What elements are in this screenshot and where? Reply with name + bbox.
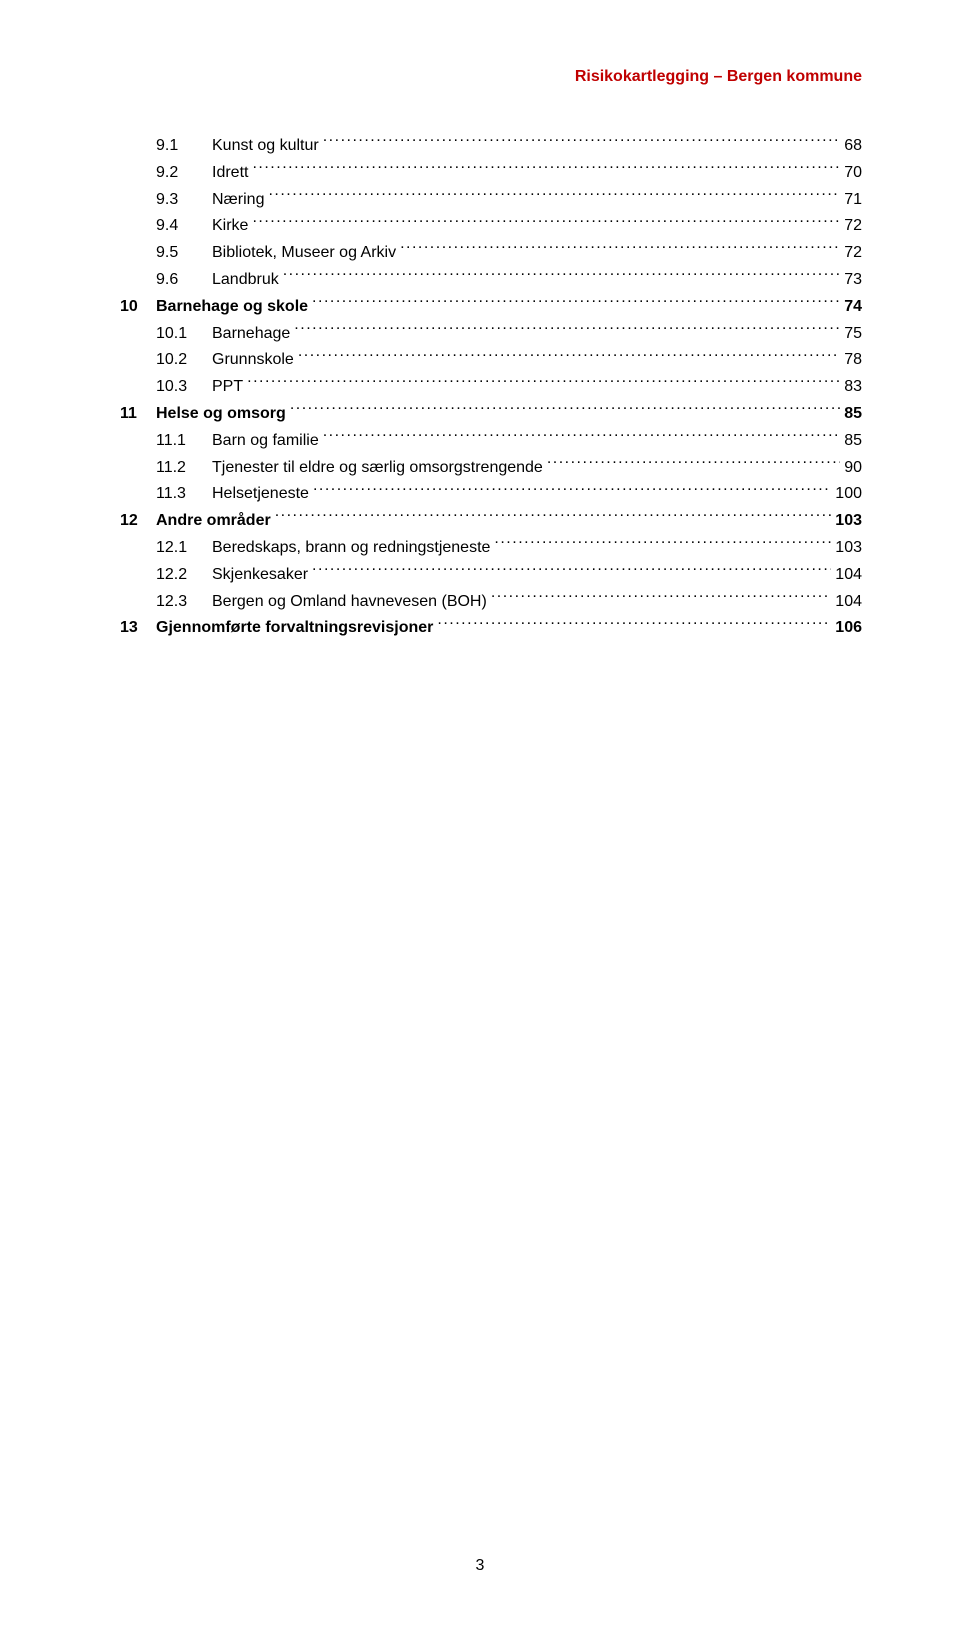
page-container: Risikokartlegging – Bergen kommune 9.1Ku… <box>0 0 960 1645</box>
toc-leader-dots <box>290 402 840 418</box>
toc-page-number: 104 <box>835 563 862 588</box>
toc-leader-dots <box>247 375 840 391</box>
toc-row: 9.4Kirke 72 <box>120 214 862 239</box>
toc-entry-title: Barn og familie <box>212 429 319 454</box>
toc-leader-dots <box>437 616 831 632</box>
toc-row: 13Gjennomførte forvaltningsrevisjoner 106 <box>120 616 862 641</box>
toc-row: 12.3Bergen og Omland havnevesen (BOH) 104 <box>120 590 862 615</box>
toc-entry-title: Idrett <box>212 161 248 186</box>
toc-section-number: 9.1 <box>156 134 212 159</box>
toc-row: 11.2Tjenester til eldre og særlig omsorg… <box>120 456 862 481</box>
toc-leader-dots <box>252 161 840 177</box>
toc-section-number: 12.1 <box>156 536 212 561</box>
toc-row: 10Barnehage og skole 74 <box>120 295 862 320</box>
toc-row: 10.1Barnehage 75 <box>120 322 862 347</box>
toc-row: 9.3Næring 71 <box>120 188 862 213</box>
toc-section-number: 10.1 <box>156 322 212 347</box>
toc-row: 9.5Bibliotek, Museer og Arkiv 72 <box>120 241 862 266</box>
toc-leader-dots <box>547 456 840 472</box>
toc-section-number: 12.3 <box>156 590 212 615</box>
toc-leader-dots <box>312 295 840 311</box>
toc-section-number: 9.2 <box>156 161 212 186</box>
toc-leader-dots <box>323 429 840 445</box>
toc-leader-dots <box>275 509 832 525</box>
toc-entry-title: PPT <box>212 375 243 400</box>
toc-page-number: 70 <box>844 161 862 186</box>
toc-entry-title: Helse og omsorg <box>156 402 286 427</box>
toc-page-number: 103 <box>835 536 862 561</box>
toc-section-number: 11.2 <box>156 456 212 481</box>
toc-chapter-number: 12 <box>120 509 156 534</box>
toc-entry-title: Landbruk <box>212 268 279 293</box>
toc-leader-dots <box>252 214 840 230</box>
toc-chapter-number: 13 <box>120 616 156 641</box>
toc-leader-dots <box>312 563 831 579</box>
toc-entry-title: Barnehage <box>212 322 290 347</box>
toc-page-number: 75 <box>844 322 862 347</box>
toc-page-number: 85 <box>844 402 862 427</box>
toc-entry-title: Beredskaps, brann og redningstjeneste <box>212 536 490 561</box>
toc-page-number: 78 <box>844 348 862 373</box>
toc-leader-dots <box>298 348 840 364</box>
toc-entry-title: Bergen og Omland havnevesen (BOH) <box>212 590 487 615</box>
toc-entry-title: Kunst og kultur <box>212 134 319 159</box>
toc-section-number: 11.1 <box>156 429 212 454</box>
toc-section-number: 9.4 <box>156 214 212 239</box>
toc-page-number: 71 <box>844 188 862 213</box>
toc-entry-title: Bibliotek, Museer og Arkiv <box>212 241 396 266</box>
toc-entry-title: Kirke <box>212 214 248 239</box>
toc-leader-dots <box>268 188 840 204</box>
toc-page-number: 106 <box>835 616 862 641</box>
toc-row: 9.2Idrett 70 <box>120 161 862 186</box>
toc-section-number: 9.3 <box>156 188 212 213</box>
toc-leader-dots <box>313 482 831 498</box>
toc-row: 12Andre områder 103 <box>120 509 862 534</box>
toc-page-number: 100 <box>835 482 862 507</box>
toc-entry-title: Grunnskole <box>212 348 294 373</box>
toc-row: 10.3PPT 83 <box>120 375 862 400</box>
toc-entry-title: Skjenkesaker <box>212 563 308 588</box>
toc-leader-dots <box>323 134 840 150</box>
toc-leader-dots <box>283 268 840 284</box>
toc-entry-title: Tjenester til eldre og særlig omsorgstre… <box>212 456 543 481</box>
toc-page-number: 83 <box>844 375 862 400</box>
toc-row: 12.2Skjenkesaker 104 <box>120 563 862 588</box>
page-number: 3 <box>0 1557 960 1575</box>
toc-chapter-number: 10 <box>120 295 156 320</box>
toc-entry-title: Andre områder <box>156 509 271 534</box>
toc-leader-dots <box>400 241 840 257</box>
toc-page-number: 103 <box>835 509 862 534</box>
toc-row: 10.2Grunnskole 78 <box>120 348 862 373</box>
toc-row: 9.6Landbruk 73 <box>120 268 862 293</box>
toc-section-number: 9.5 <box>156 241 212 266</box>
toc-page-number: 72 <box>844 241 862 266</box>
toc-row: 11.1Barn og familie 85 <box>120 429 862 454</box>
toc-entry-title: Helsetjeneste <box>212 482 309 507</box>
toc-section-number: 10.3 <box>156 375 212 400</box>
toc-section-number: 12.2 <box>156 563 212 588</box>
toc-leader-dots <box>491 590 831 606</box>
toc-entry-title: Barnehage og skole <box>156 295 308 320</box>
toc-section-number: 9.6 <box>156 268 212 293</box>
toc-page-number: 68 <box>844 134 862 159</box>
toc-entry-title: Gjennomførte forvaltningsrevisjoner <box>156 616 433 641</box>
toc-page-number: 104 <box>835 590 862 615</box>
table-of-contents: 9.1Kunst og kultur689.2Idrett709.3Næring… <box>120 134 862 641</box>
toc-entry-title: Næring <box>212 188 264 213</box>
toc-page-number: 72 <box>844 214 862 239</box>
toc-row: 9.1Kunst og kultur 68 <box>120 134 862 159</box>
toc-row: 11Helse og omsorg 85 <box>120 402 862 427</box>
toc-row: 12.1Beredskaps, brann og redningstjenest… <box>120 536 862 561</box>
toc-page-number: 90 <box>844 456 862 481</box>
toc-row: 11.3Helsetjeneste 100 <box>120 482 862 507</box>
page-header: Risikokartlegging – Bergen kommune <box>120 68 862 86</box>
toc-page-number: 74 <box>844 295 862 320</box>
toc-leader-dots <box>294 322 840 338</box>
toc-page-number: 85 <box>844 429 862 454</box>
toc-section-number: 10.2 <box>156 348 212 373</box>
toc-page-number: 73 <box>844 268 862 293</box>
toc-chapter-number: 11 <box>120 402 156 427</box>
toc-section-number: 11.3 <box>156 482 212 507</box>
toc-leader-dots <box>494 536 831 552</box>
